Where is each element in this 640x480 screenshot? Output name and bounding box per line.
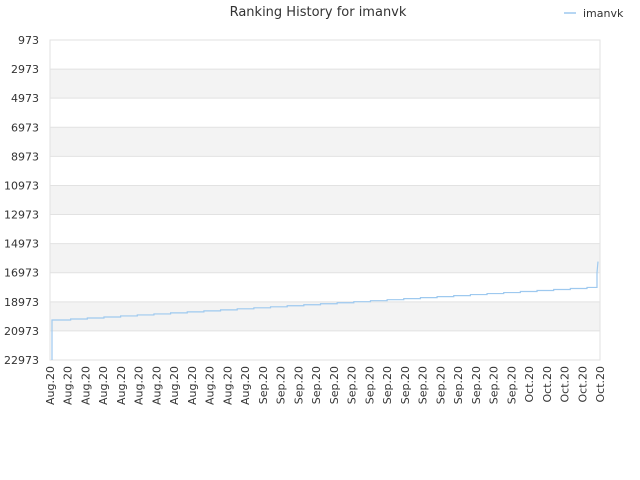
x-tick-label: Sep.20 [363,366,376,404]
grid-bands [50,40,600,360]
x-tick-label: Oct.20 [594,366,607,403]
x-tick-label: Aug.20 [150,366,163,405]
grid-band [50,243,600,273]
y-tick-label: 4973 [11,92,39,105]
series-line-imanvk [51,261,599,360]
y-tick-label: 18973 [4,296,39,309]
y-tick-label: 973 [18,34,39,47]
x-tick-label: Sep.20 [275,366,288,404]
y-tick-label: 8973 [11,150,39,163]
x-tick-label: Aug.20 [44,366,57,405]
grid-band [50,272,600,302]
x-tick-label: Oct.20 [541,366,554,403]
y-tick-label: 20973 [4,325,39,338]
y-tick-label: 16973 [4,267,39,280]
x-tick-label: Aug.20 [168,366,181,405]
y-tick-label: 22973 [4,354,39,367]
y-tick-label: 10973 [4,179,39,192]
chart-title: Ranking History for imanvk [230,5,407,20]
x-tick-label: Sep.20 [470,366,483,404]
x-tick-label: Sep.20 [505,366,518,404]
y-tick-label: 6973 [11,121,39,134]
x-tick-label: Aug.20 [221,366,234,405]
x-tick-label: Sep.20 [292,366,305,404]
grid-band [50,301,600,331]
y-axis-ticks: 973 2973 4973 6973 8973 10973 12973 14973 16973 1… [4,34,39,367]
x-tick-label: Sep.20 [310,366,323,404]
plot-border [49,39,601,361]
y-tick-label: 12973 [4,209,39,222]
grid-band [50,156,600,186]
x-tick-label: Aug.20 [204,366,217,405]
x-axis-ticks: Aug.20 Aug.20 Aug.20 Aug.20 Aug.20 Aug.20 Aug.… [44,366,607,405]
x-tick-label: Sep.20 [346,366,359,404]
x-tick-label: Oct.20 [523,366,536,403]
grid-band [50,127,600,157]
grid-band [50,330,600,360]
grid-band [50,214,600,244]
grid-band [50,98,600,128]
x-tick-label: Sep.20 [452,366,465,404]
y-tick-label: 2973 [11,63,39,76]
x-tick-label: Sep.20 [488,366,501,404]
legend: imanvk [564,7,624,20]
gridlines [49,39,601,361]
x-tick-label: Oct.20 [576,366,589,403]
x-tick-label: Aug.20 [62,366,75,405]
grid-band [50,185,600,215]
x-tick-label: Sep.20 [399,366,412,404]
y-tick-label: 14973 [4,238,39,251]
grid-band [50,40,600,70]
x-tick-label: Sep.20 [381,366,394,404]
legend-label-imanvk: imanvk [583,7,624,20]
x-tick-label: Aug.20 [79,366,92,405]
x-tick-label: Sep.20 [417,366,430,404]
x-tick-label: Sep.20 [434,366,447,404]
x-tick-label: Sep.20 [328,366,341,404]
grid-band [50,69,600,99]
x-tick-label: Aug.20 [115,366,128,405]
x-tick-label: Oct.20 [559,366,572,403]
x-tick-label: Aug.20 [186,366,199,405]
x-tick-label: Aug.20 [239,366,252,405]
x-tick-label: Aug.20 [97,366,110,405]
x-tick-label: Aug.20 [133,366,146,405]
x-tick-label: Sep.20 [257,366,270,404]
